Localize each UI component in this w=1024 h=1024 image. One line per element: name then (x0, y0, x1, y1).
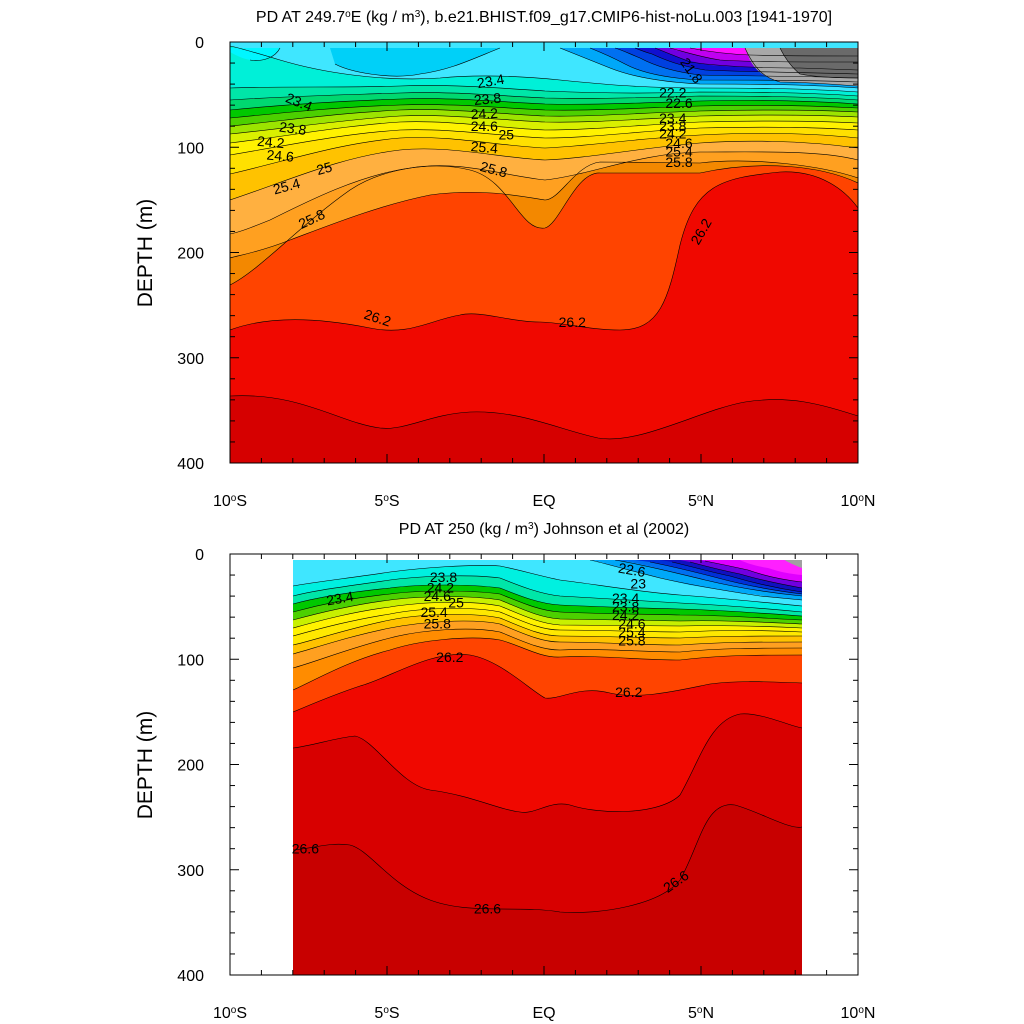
x-tick-label: 5oN (688, 1005, 714, 1023)
x-tick-label: 10oS (213, 1005, 247, 1023)
contour-label: 24.6 (665, 135, 692, 151)
contour-label: 25.4 (665, 143, 692, 159)
title-bottom-sup1: 3 (528, 521, 534, 532)
contour-label: 22.2 (659, 85, 686, 101)
contour-label: 24.2 (470, 105, 498, 122)
contour-label: 26.2 (615, 684, 642, 700)
panel-bottom: PD AT 250 (kg / m3) Johnson et al (2002) (134, 521, 875, 1023)
x-tick-label: 5oN (688, 493, 714, 511)
contour-label: 25.4 (470, 138, 499, 156)
contour-label: 25.8 (665, 154, 692, 170)
contour-label: 23.4 (659, 110, 686, 126)
y-tick-label: 100 (177, 140, 204, 157)
y-tick-label: 200 (177, 758, 204, 775)
contour-label: 24.2 (257, 133, 286, 151)
contour-label: 24.2 (612, 607, 639, 623)
contour-label: 25.4 (618, 624, 645, 640)
y-tick-label: 300 (177, 863, 204, 880)
y-tick-label: 0 (195, 547, 204, 564)
contour-label: 25.8 (424, 615, 451, 631)
contour-labels-top: 23.423.824.224.62525.425.823.423.824.224… (257, 55, 715, 330)
contour-label: 26.2 (559, 314, 586, 330)
y-tick-label: 400 (177, 968, 204, 985)
contour-label: 25.4 (271, 175, 302, 198)
contour-label: 25.8 (618, 632, 645, 648)
svg-text:PD AT 249.7oE (kg / m3), b.e21: PD AT 249.7oE (kg / m3), b.e21.BHIST.f09… (256, 9, 832, 27)
contour-label: 26.2 (436, 649, 463, 665)
contour-labels-bottom: 23.423.824.224.62525.425.826.222.62323.4… (292, 560, 692, 917)
contour-label: 25 (315, 159, 334, 179)
contour-label: 23.4 (612, 590, 639, 606)
axis-ticks-bottom: 0 100 200 300 400 10oS 5oS EQ 5oN 10oN (177, 547, 875, 1022)
x-tick-label: EQ (532, 493, 555, 510)
title-top-post: ), b.e21.BHIST.f09_g17.CMIP6-hist-noLu.0… (420, 9, 832, 26)
contour-label: 23.8 (659, 118, 686, 134)
title-bottom: PD AT 250 (kg / m3) Johnson et al (2002) (399, 521, 689, 539)
y-axis-label-top: DEPTH (m) (134, 199, 157, 308)
contour-label: 22.6 (665, 95, 692, 111)
contour-label: 25.8 (479, 158, 510, 181)
y-axis-label-bottom: DEPTH (m) (134, 711, 157, 820)
title-bottom-pre: PD AT 250 (kg / m (399, 521, 528, 538)
x-tick-label: 5oS (374, 493, 399, 511)
title-top-sup1: o (345, 9, 351, 20)
contour-label: 23.8 (612, 599, 639, 615)
contour-label: 24.6 (618, 615, 645, 631)
contour-label: 22.6 (617, 560, 647, 581)
x-tick-label: 10oN (841, 1005, 876, 1023)
contour-fill-top (230, 42, 858, 463)
contour-label: 26.6 (474, 901, 501, 917)
contour-label: 24.6 (424, 588, 451, 604)
contour-label: 25 (448, 594, 464, 610)
y-tick-label: 0 (195, 35, 204, 52)
x-tick-label: 5oS (374, 1005, 399, 1023)
contour-label: 23.8 (473, 90, 502, 108)
title-top-pre: PD AT 249.7 (256, 9, 345, 26)
contour-label: 24.6 (471, 118, 498, 134)
contour-label: 23.8 (278, 118, 307, 138)
contour-label: 25 (499, 127, 515, 143)
axis-ticks-top: 0 100 200 300 400 10oS 5oS EQ 5oN 10oN (177, 35, 875, 510)
contour-label: 26.6 (292, 841, 319, 857)
contour-label: 24.2 (659, 126, 686, 142)
x-tick-label: EQ (532, 1005, 555, 1022)
panel-top: PD AT 249.7oE (kg / m3), b.e21.BHIST.f09… (134, 9, 875, 511)
contour-fill-bottom (230, 554, 858, 975)
x-tick-label: 10oS (213, 493, 247, 511)
title-top-sup2: 3 (415, 9, 421, 20)
contour-label: 24.6 (266, 147, 295, 165)
contour-label: 24.2 (427, 580, 454, 596)
svg-text:PD AT 250 (kg / m3) Johnson et: PD AT 250 (kg / m3) Johnson et al (2002) (399, 521, 689, 539)
contour-label: 23.4 (325, 588, 355, 609)
y-tick-label: 100 (177, 652, 204, 669)
contour-label: 23.8 (430, 569, 457, 585)
title-top-mid: E (kg / m (351, 9, 415, 26)
title-bottom-mid: ) Johnson et al (2002) (534, 521, 690, 538)
y-tick-label: 400 (177, 456, 204, 473)
contour-label: 25.4 (420, 604, 447, 620)
contour-label: 23.4 (476, 71, 506, 92)
x-tick-label: 10oN (841, 493, 876, 511)
y-tick-label: 300 (177, 351, 204, 368)
title-top: PD AT 249.7oE (kg / m3), b.e21.BHIST.f09… (256, 9, 832, 27)
y-tick-label: 200 (177, 246, 204, 263)
contour-label: 23 (630, 575, 646, 591)
